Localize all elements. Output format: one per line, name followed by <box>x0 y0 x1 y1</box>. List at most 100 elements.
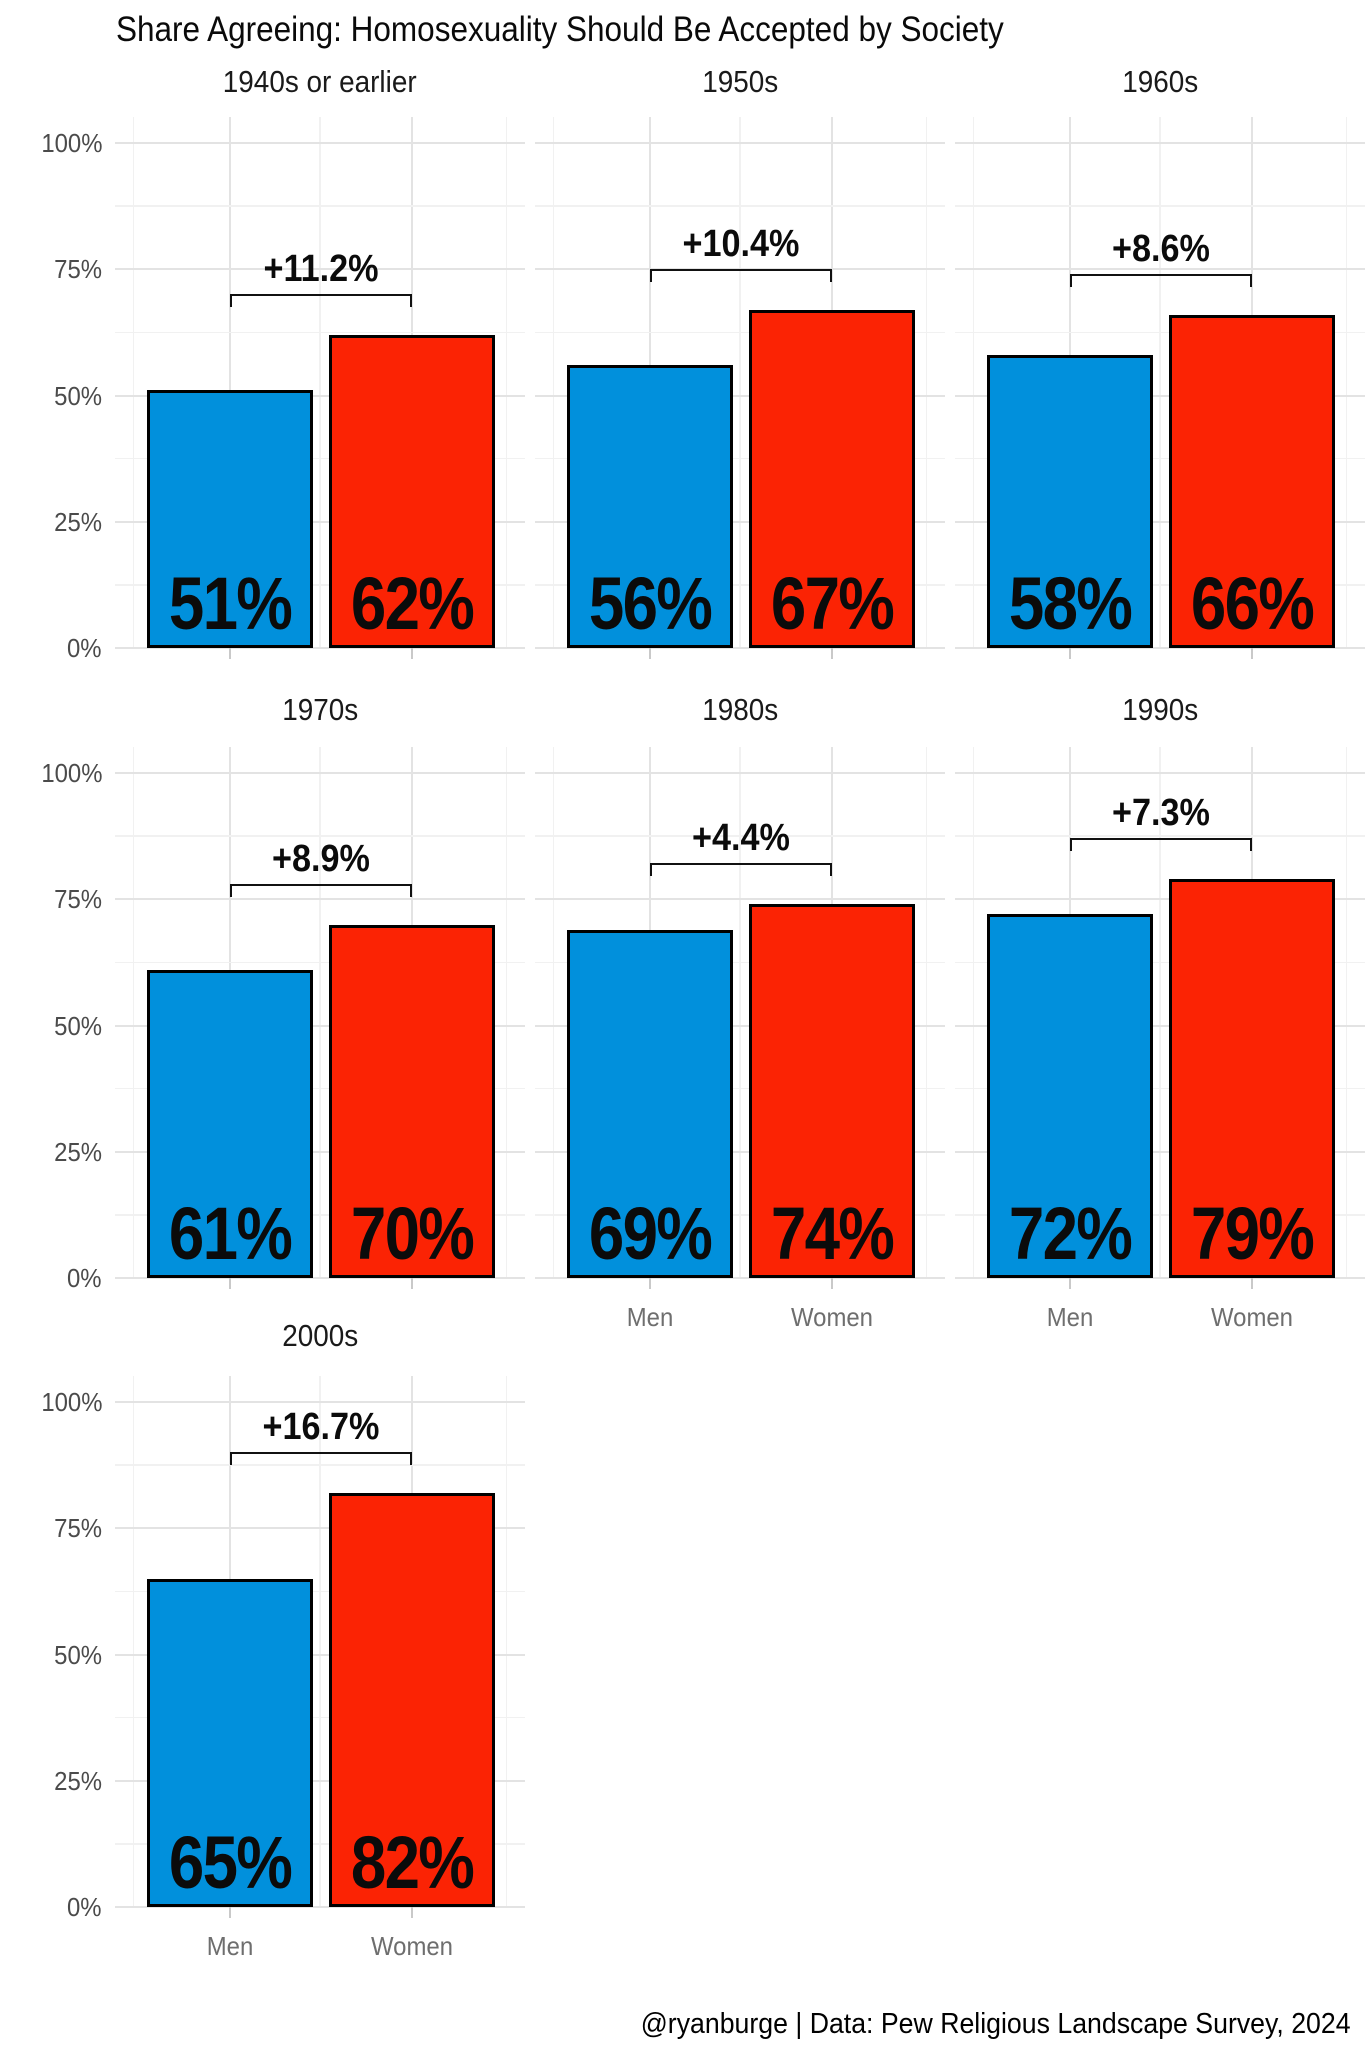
y-axis-tick-text: 100% <box>40 1387 102 1417</box>
gridline-h-major <box>955 268 1365 271</box>
bar-women <box>749 904 916 1278</box>
y-axis-tick-text: 50% <box>54 380 102 411</box>
facet-title: 1950s <box>535 64 945 100</box>
bar-men <box>146 390 313 648</box>
y-axis-tick-label: 50% <box>0 1011 102 1041</box>
gridline-h-major <box>115 520 525 523</box>
bar-women <box>329 924 496 1278</box>
gridline-h-major <box>115 898 525 901</box>
x-axis-tick-women <box>831 648 834 659</box>
gridline-h-major <box>955 1150 1365 1153</box>
gridline-h-major <box>115 1653 525 1656</box>
bar-value-label-women: 67% <box>771 562 895 645</box>
gridline-h-minor <box>535 584 945 586</box>
gridline-v-minor <box>1159 747 1161 1278</box>
gridline-h-minor <box>115 205 525 207</box>
gridline-h-major <box>115 394 525 397</box>
gridline-v-minor <box>1159 117 1161 648</box>
y-axis-tick-label: 0% <box>0 633 102 663</box>
x-axis-tick-men <box>648 1278 651 1289</box>
bar-value-label-men: 51% <box>168 562 293 645</box>
gridline-h-minor <box>115 835 525 837</box>
gridline-v-minor <box>1345 747 1348 1278</box>
x-axis-tick-men <box>228 1278 231 1289</box>
gridline-h-minor <box>115 1716 525 1719</box>
y-axis-tick-text: 100% <box>40 758 102 788</box>
y-axis-tick-text: 50% <box>54 1010 102 1041</box>
x-axis-label-men: Men <box>626 1302 674 1332</box>
bar-value-label-women: 82% <box>351 1821 475 1904</box>
gridline-h-major <box>955 142 1365 144</box>
gridline-h-major <box>535 1024 945 1027</box>
gridline-h-major <box>535 647 945 649</box>
diff-bracket <box>1069 838 1253 852</box>
facet-title-text: 1960s <box>1121 64 1199 99</box>
diff-bracket <box>229 883 413 897</box>
gridline-v-minor <box>739 747 741 1278</box>
gridline-v-minor <box>925 747 928 1278</box>
diff-label: +8.6% <box>1112 227 1210 270</box>
x-axis-label-men: Men <box>1046 1302 1094 1332</box>
x-axis-tick-women <box>411 1278 414 1289</box>
gridline-v-minor <box>132 117 135 648</box>
gridline-h-major <box>535 520 945 523</box>
bar-value-label-men: 56% <box>588 562 713 645</box>
bar-women <box>1169 314 1336 648</box>
x-axis-tick-women <box>1251 648 1254 659</box>
gridline-v-minor <box>925 117 928 648</box>
gridline-h-major <box>115 1779 525 1782</box>
x-axis-label-women: Women <box>791 1302 874 1332</box>
plot-area: 65% 82% +16.7% <box>115 1376 525 1908</box>
x-axis-tick-men <box>1068 1278 1071 1289</box>
y-axis-tick-text: 100% <box>40 128 102 158</box>
diff-label: +11.2% <box>263 247 379 290</box>
plot-area: 51% 62% +11.2% <box>115 117 525 649</box>
gridline-h-minor <box>955 1214 1365 1216</box>
bar-value-label-women: 66% <box>1191 562 1315 645</box>
bar-men <box>566 365 733 648</box>
y-axis-tick-text: 25% <box>54 506 102 537</box>
gridline-v-major <box>228 117 231 648</box>
y-axis-tick-text: 75% <box>54 884 102 915</box>
y-axis-tick-text: 25% <box>54 1136 102 1167</box>
y-axis-tick-label: 25% <box>0 1137 102 1167</box>
bar-value-label-women: 74% <box>771 1192 895 1275</box>
y-axis-tick-label: 100% <box>0 128 102 158</box>
chart-title: Share Agreeing: Homosexuality Should Be … <box>116 10 1102 50</box>
y-axis-tick-label: 75% <box>0 254 102 284</box>
facet-title: 1960s <box>955 64 1365 100</box>
gridline-h-minor <box>115 1087 525 1090</box>
gridline-h-minor <box>955 584 1365 586</box>
chart-title-text: Share Agreeing: Homosexuality Should Be … <box>116 10 1004 49</box>
gridline-h-minor <box>535 331 945 334</box>
gridline-h-minor <box>535 961 945 964</box>
plot-area: 69% 74% +4.4% <box>535 747 945 1279</box>
gridline-v-minor <box>319 747 321 1278</box>
y-axis-tick-label: 0% <box>0 1263 102 1293</box>
bar-men <box>986 914 1153 1278</box>
bar-women <box>329 1492 496 1907</box>
gridline-h-minor <box>955 961 1365 964</box>
gridline-h-minor <box>115 1590 525 1593</box>
bar-men <box>146 1578 313 1907</box>
gridline-v-minor <box>552 747 555 1278</box>
gridline-h-minor <box>955 835 1365 837</box>
gridline-h-major <box>115 142 525 144</box>
gridline-v-minor <box>972 117 975 648</box>
bar-value-label-men: 61% <box>168 1192 293 1275</box>
bar-women <box>749 309 916 648</box>
gridline-h-major <box>115 1401 525 1403</box>
y-axis-tick-text: 50% <box>54 1639 102 1670</box>
gridline-h-major <box>535 772 945 774</box>
bar-men <box>986 355 1153 648</box>
facet-title-text: 1970s <box>281 692 359 727</box>
facet-title-text: 1990s <box>1121 692 1199 727</box>
y-axis-tick-label: 100% <box>0 1387 102 1417</box>
bar-value-label-men: 58% <box>1008 562 1133 645</box>
x-axis-tick-women <box>1251 1278 1254 1289</box>
gridline-v-minor <box>552 117 555 648</box>
x-axis-tick-men <box>228 648 231 659</box>
x-axis-tick-men <box>648 648 651 659</box>
gridline-h-major <box>115 1024 525 1027</box>
